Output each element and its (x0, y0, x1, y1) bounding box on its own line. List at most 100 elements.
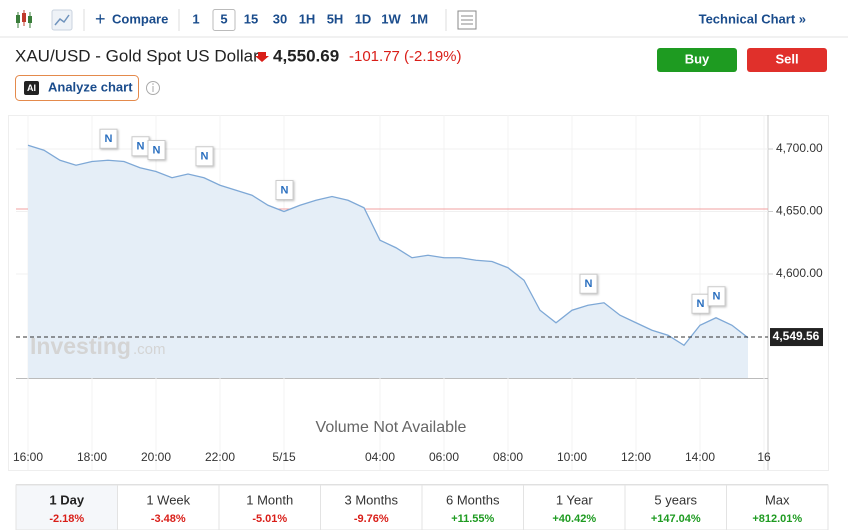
period-label: 1 Week (146, 492, 190, 507)
current-price-label: 4,549.56 (773, 329, 820, 343)
current-price-bg (770, 328, 823, 347)
x-tick-label: 08:00 (493, 450, 523, 464)
news-marker-label: N (585, 278, 593, 290)
info-icon[interactable] (146, 81, 160, 95)
news-marker-label: N (713, 291, 721, 303)
x-tick-label: 16 (757, 450, 771, 464)
y-tick-label: 4,650.00 (776, 204, 823, 218)
news-marker[interactable]: N (707, 286, 726, 307)
news-marker-bg (275, 180, 294, 200)
x-tick-label: 5/15 (272, 450, 296, 464)
ai-badge-bg (24, 81, 39, 95)
period-change: +147.04% (651, 513, 701, 525)
x-tick-label: 18:00 (77, 450, 107, 464)
interval-button[interactable]: 30 (273, 11, 287, 26)
period-tab[interactable]: 1 Year +40.42% (523, 484, 626, 530)
period-change: -3.48% (151, 513, 186, 525)
period-label: 1 Year (556, 492, 594, 507)
news-marker-label: N (153, 144, 161, 156)
price: 4,550.69 (273, 46, 339, 65)
interval-button[interactable]: 15 (244, 11, 258, 26)
period-change: -9.76% (354, 513, 389, 525)
price-change-percent: (-2.19%) (404, 48, 462, 65)
analyze-button[interactable]: AI Analyze chart (15, 75, 139, 101)
x-tick-label: 12:00 (621, 450, 651, 464)
interval-button[interactable]: 1W (381, 11, 401, 26)
sell-label: Sell (775, 51, 798, 66)
news-marker-label: N (281, 184, 289, 196)
instrument-title: XAU/USD - Gold Spot US Dollar (15, 46, 259, 65)
news-marker-label: N (137, 141, 145, 153)
down-arrow (255, 52, 269, 62)
period-bg (15, 484, 118, 530)
period-tab[interactable]: 5 years +147.04% (624, 484, 727, 530)
y-tick-label: 4,600.00 (776, 266, 823, 280)
interval-button[interactable]: 5H (327, 11, 344, 26)
period-change: +11.55% (451, 513, 494, 525)
interval-button[interactable]: 1M (410, 11, 428, 26)
news-marker-bg (579, 273, 598, 294)
sell-button[interactable]: Sell (747, 48, 827, 72)
news-marker[interactable]: N (195, 146, 214, 167)
analyze-label: Analyze chart (48, 79, 133, 94)
analyze-bg (15, 75, 139, 101)
period-tab[interactable]: 1 Week -3.48% (117, 484, 220, 530)
news-marker-bg (99, 128, 118, 149)
x-tick-label: 10:00 (557, 450, 587, 464)
period-label: 6 Months (446, 492, 500, 507)
interval-button[interactable]: 1 (192, 11, 199, 26)
compare-button[interactable]: Compare (112, 11, 168, 26)
period-bg (523, 484, 626, 530)
period-bg (726, 484, 829, 530)
buy-label: Buy (685, 51, 710, 66)
technical-chart-link[interactable]: Technical Chart » (699, 11, 806, 26)
price-area (28, 145, 748, 378)
sell-bg (747, 48, 827, 72)
period-label: 3 Months (345, 492, 399, 507)
watermark-suffix: .com (133, 341, 166, 358)
interval-button[interactable]: 1D (355, 11, 372, 26)
news-marker-label: N (697, 298, 705, 310)
interval-selected (212, 9, 236, 31)
news-marker[interactable]: N (99, 128, 118, 149)
period-change: -5.01% (252, 513, 287, 525)
plus-icon: + (95, 9, 106, 29)
period-tab[interactable]: 6 Months +11.55% (421, 484, 524, 530)
news-marker[interactable]: N (275, 180, 294, 200)
buy-button[interactable]: Buy (657, 48, 737, 72)
period-tab[interactable]: 1 Month -5.01% (218, 484, 321, 530)
buy-bg (657, 48, 737, 72)
period-change: -2.18% (49, 513, 84, 525)
x-tick-label: 04:00 (365, 450, 395, 464)
interval-button[interactable]: 5 (220, 11, 227, 26)
x-tick-label: 06:00 (429, 450, 459, 464)
period-bg (117, 484, 220, 530)
interval-button[interactable]: 1H (299, 11, 316, 26)
news-marker[interactable]: N (147, 140, 166, 160)
period-label: 5 years (654, 492, 697, 507)
news-marker[interactable]: N (131, 136, 150, 157)
news-marker-bg (707, 286, 726, 307)
ai-badge: AI (27, 83, 36, 93)
volume-note: Volume Not Available (316, 419, 467, 436)
news-marker-label: N (105, 133, 113, 145)
news-marker[interactable]: N (691, 293, 710, 314)
news-marker-label: N (201, 151, 209, 163)
period-change: +40.42% (552, 513, 596, 525)
x-tick-label: 16:00 (13, 450, 43, 464)
area-icon[interactable] (51, 9, 73, 31)
x-tick-label: 20:00 (141, 450, 171, 464)
x-tick-label: 14:00 (685, 450, 715, 464)
y-tick-label: 4,700.00 (776, 141, 823, 155)
layout-icon[interactable] (457, 10, 477, 30)
chart-frame (8, 115, 829, 471)
news-marker[interactable]: N (579, 273, 598, 294)
candle-icon[interactable] (16, 10, 32, 28)
price-change: -101.77 (349, 48, 400, 65)
news-marker-bg (195, 146, 214, 167)
period-label: 1 Day (49, 492, 84, 507)
period-tab[interactable]: Max +812.01% (726, 484, 829, 530)
period-tab[interactable]: 1 Day -2.18% (15, 484, 118, 530)
period-tab[interactable]: 3 Months -9.76% (320, 484, 423, 530)
period-change: +812.01% (752, 513, 802, 525)
